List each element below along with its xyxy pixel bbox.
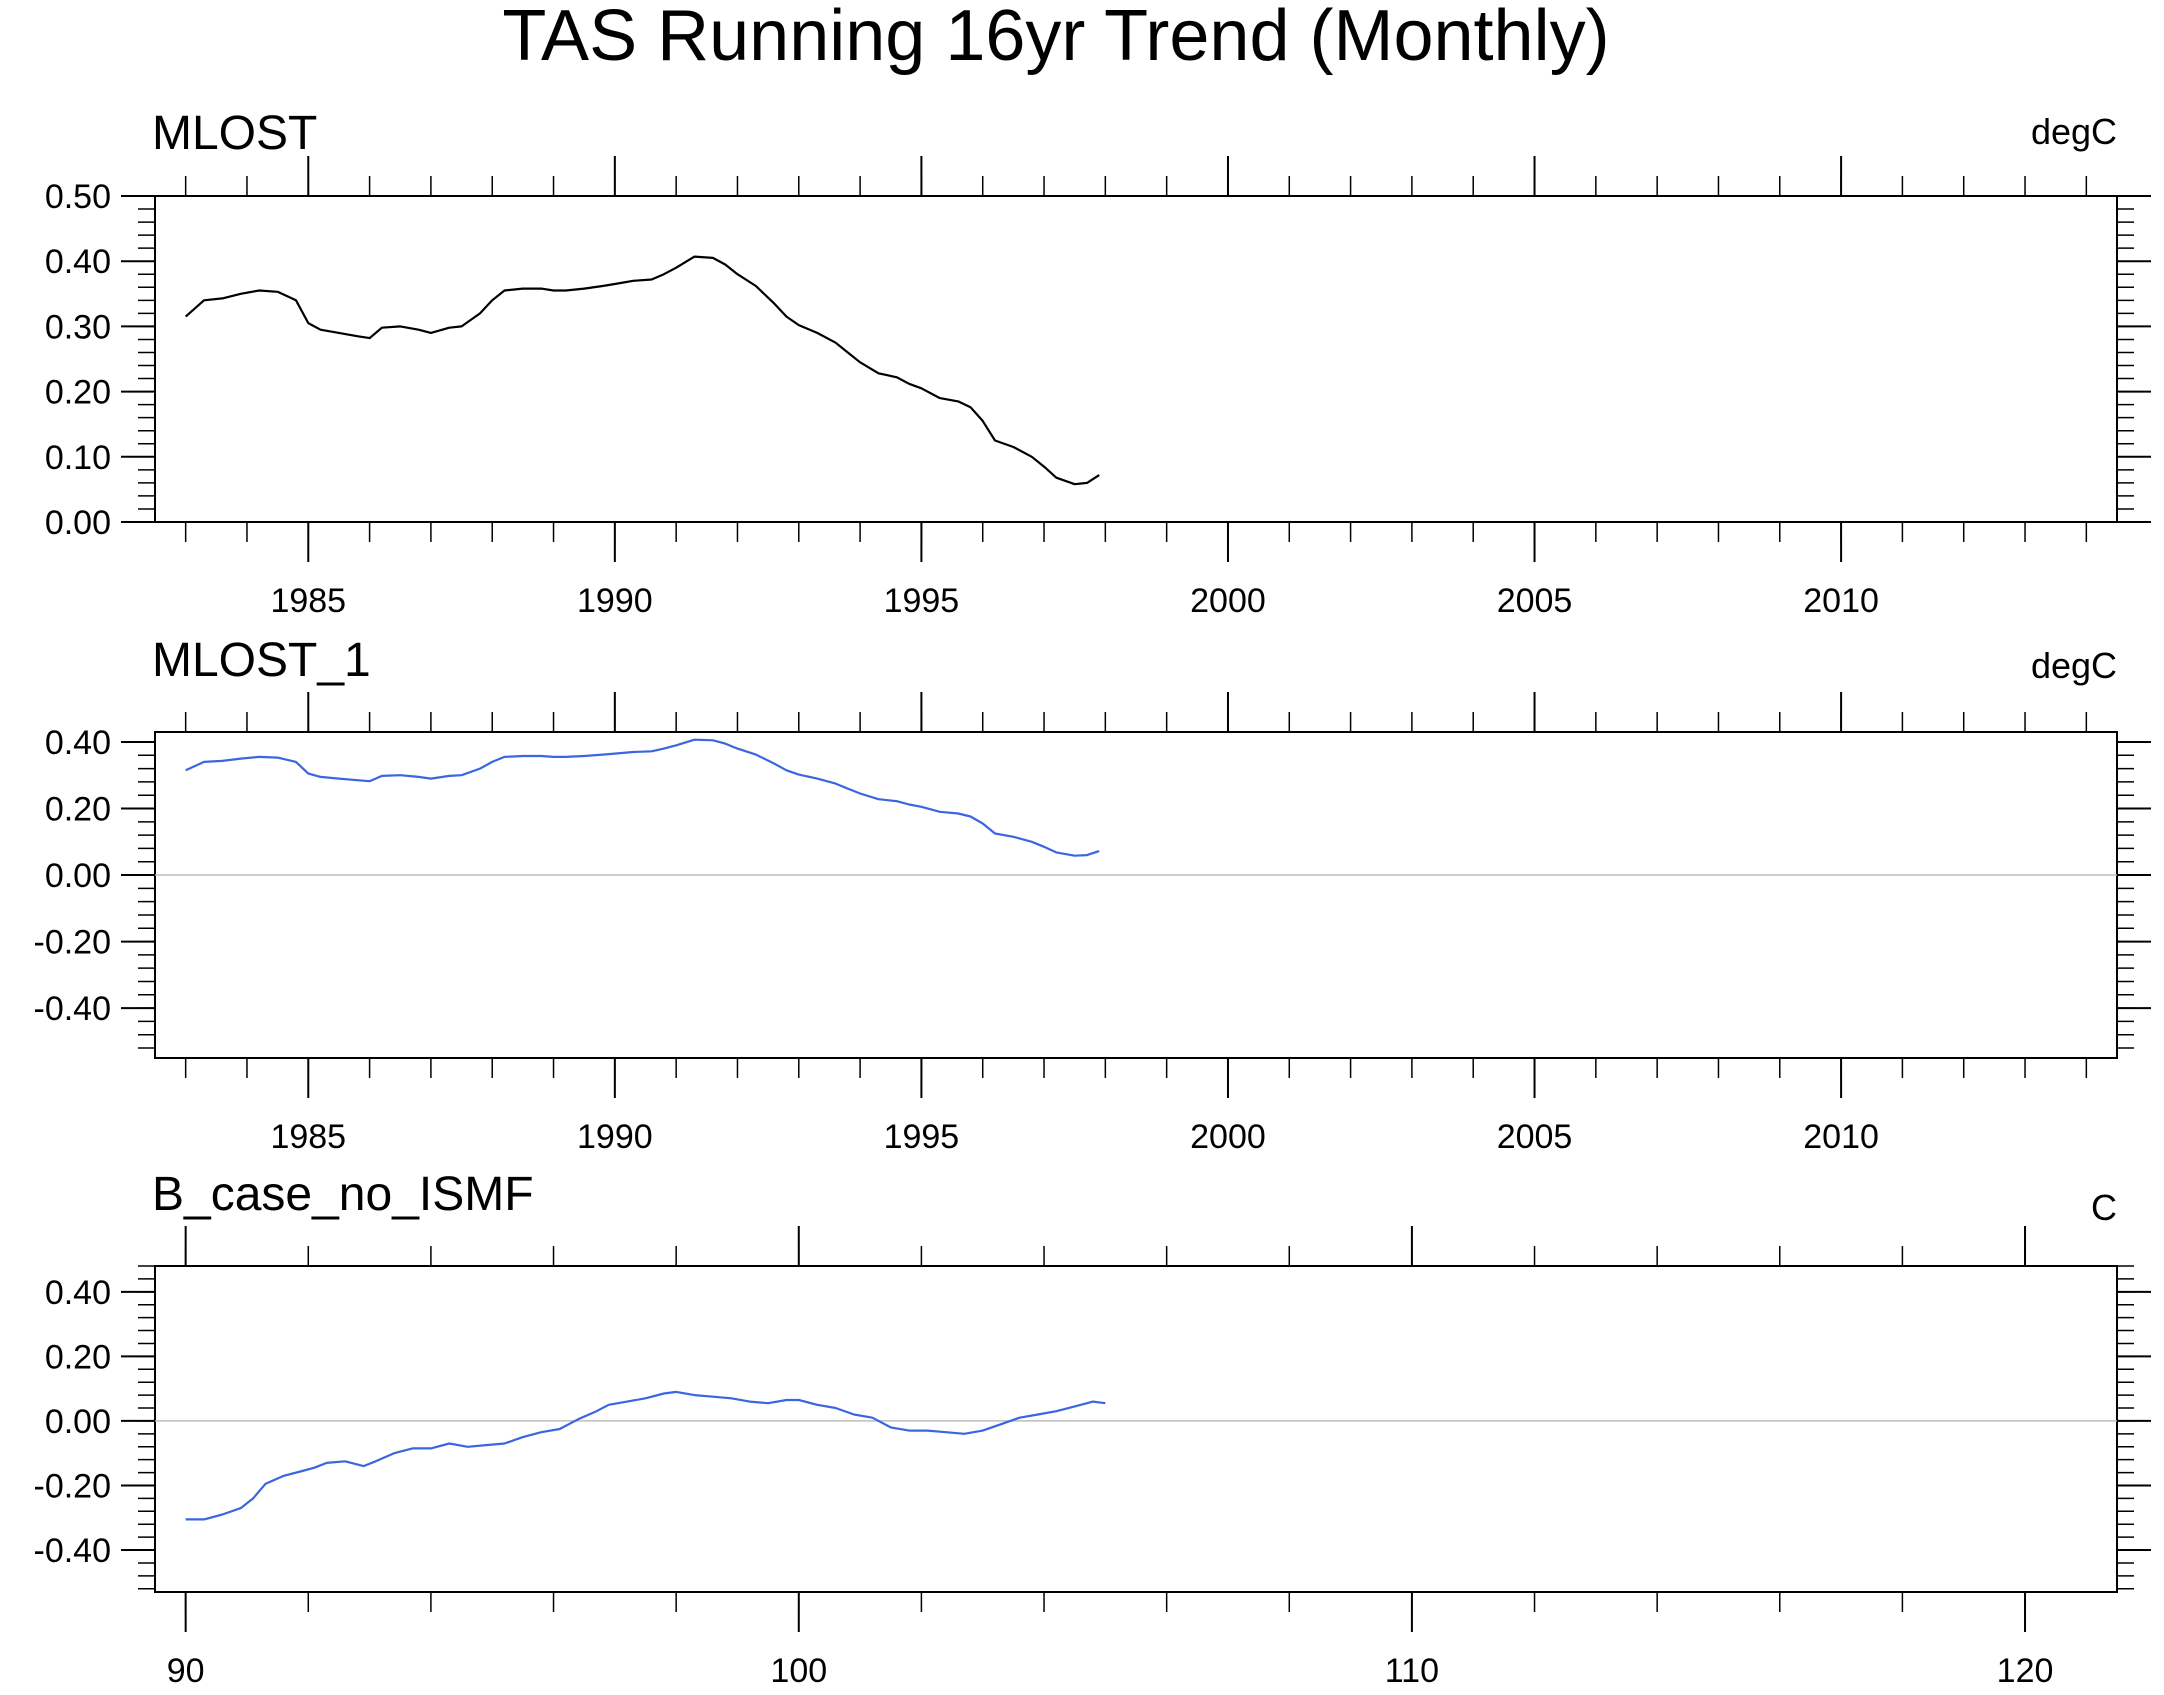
series-line (185, 1390, 1106, 1521)
y-tick-label: 0.10 (45, 439, 111, 477)
y-tick-label: 0.40 (45, 243, 111, 281)
y-tick-label: -0.20 (34, 1467, 112, 1505)
x-tick-label: 1985 (270, 582, 346, 620)
y-tick-label: 0.20 (45, 791, 111, 829)
panel-title: B_case_no_ISMF (152, 1168, 534, 1221)
y-tick-label: 0.40 (45, 724, 111, 762)
panel-units: C (2091, 1187, 2117, 1228)
panel-units: degC (2031, 111, 2117, 152)
x-tick-label: 120 (1997, 1652, 2054, 1690)
y-tick-label: 0.20 (45, 374, 111, 412)
series-group (185, 1390, 1106, 1521)
x-tick-label: 2000 (1190, 582, 1266, 620)
y-tick-label: 0.00 (45, 504, 111, 542)
plot-frame (154, 195, 2118, 523)
panel-title: MLOST (152, 107, 317, 160)
y-tick-label: -0.40 (34, 990, 112, 1028)
x-tick-label: 1995 (884, 582, 960, 620)
y-tick-label: -0.40 (34, 1532, 112, 1570)
y-tick-label: 0.20 (45, 1338, 111, 1376)
x-tick-label: 2010 (1803, 582, 1879, 620)
axes: -0.40 -0.20 0.00 0.20 0.40 90 100 110 120 (34, 1226, 2151, 1690)
x-tick-label: 110 (1385, 1652, 1439, 1690)
panel-mlost-1: MLOST_1 degC -0.40 -0.20 0.00 0.20 0.40 1985 1… (34, 634, 2151, 1156)
axes: -0.40 -0.20 0.00 0.20 0.40 1985 1990 1995 2000 20… (34, 692, 2151, 1156)
panel-units: degC (2031, 645, 2117, 686)
x-tick-label: 1990 (577, 1118, 653, 1156)
y-tick-label: 0.00 (45, 857, 111, 895)
series-group (184, 255, 1100, 486)
x-tick-label: 100 (770, 1652, 827, 1690)
x-tick-label: 1985 (270, 1118, 346, 1156)
series-line (185, 738, 1100, 857)
panel-b-case-no-ismf: B_case_no_ISMF C -0.40 -0.20 0.00 0.20 0.40 9… (34, 1168, 2151, 1690)
y-tick-label: 0.30 (45, 308, 111, 346)
x-tick-label: 2005 (1497, 582, 1573, 620)
x-tick-label: 90 (167, 1652, 205, 1690)
y-tick-label: -0.20 (34, 924, 112, 962)
series-group (185, 738, 1100, 857)
x-tick-label: 2000 (1190, 1118, 1266, 1156)
x-tick-label: 2010 (1803, 1118, 1879, 1156)
series-line (184, 255, 1100, 486)
y-tick-label: 0.00 (45, 1403, 111, 1441)
figure-title: TAS Running 16yr Trend (Monthly) (502, 0, 1609, 76)
panel-mlost: MLOST degC 0.00 0.10 0.20 0.30 0.40 0.50 1985 1… (45, 107, 2151, 620)
axes: 0.00 0.10 0.20 0.30 0.40 0.50 1985 1990 1995 2000… (45, 156, 2151, 620)
plot-frame (154, 1265, 2118, 1593)
y-tick-label: 0.40 (45, 1274, 111, 1312)
panel-title: MLOST_1 (152, 634, 371, 687)
x-tick-label: 2005 (1497, 1118, 1573, 1156)
x-tick-label: 1990 (577, 582, 653, 620)
plot-frame (154, 731, 2118, 1059)
y-tick-label: 0.50 (45, 178, 111, 216)
x-tick-label: 1995 (884, 1118, 960, 1156)
